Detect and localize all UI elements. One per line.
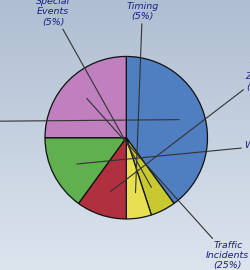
Text: Work
Zones
(10%): Work Zones (10%) — [110, 62, 250, 192]
Text: Poor Signal
Timing
(5%): Poor Signal Timing (5%) — [116, 0, 169, 193]
Wedge shape — [126, 56, 208, 203]
Wedge shape — [45, 56, 126, 138]
Text: Bad
Weather
(15%): Bad Weather (15%) — [77, 131, 250, 164]
Wedge shape — [78, 138, 126, 219]
Text: Traffic
Incidents
(25%): Traffic Incidents (25%) — [87, 98, 250, 270]
Wedge shape — [126, 138, 151, 219]
Wedge shape — [126, 138, 174, 215]
Text: Bottlenecks
(40%): Bottlenecks (40%) — [0, 112, 179, 131]
Wedge shape — [45, 138, 126, 203]
Text: Special
Events
(5%): Special Events (5%) — [36, 0, 152, 187]
